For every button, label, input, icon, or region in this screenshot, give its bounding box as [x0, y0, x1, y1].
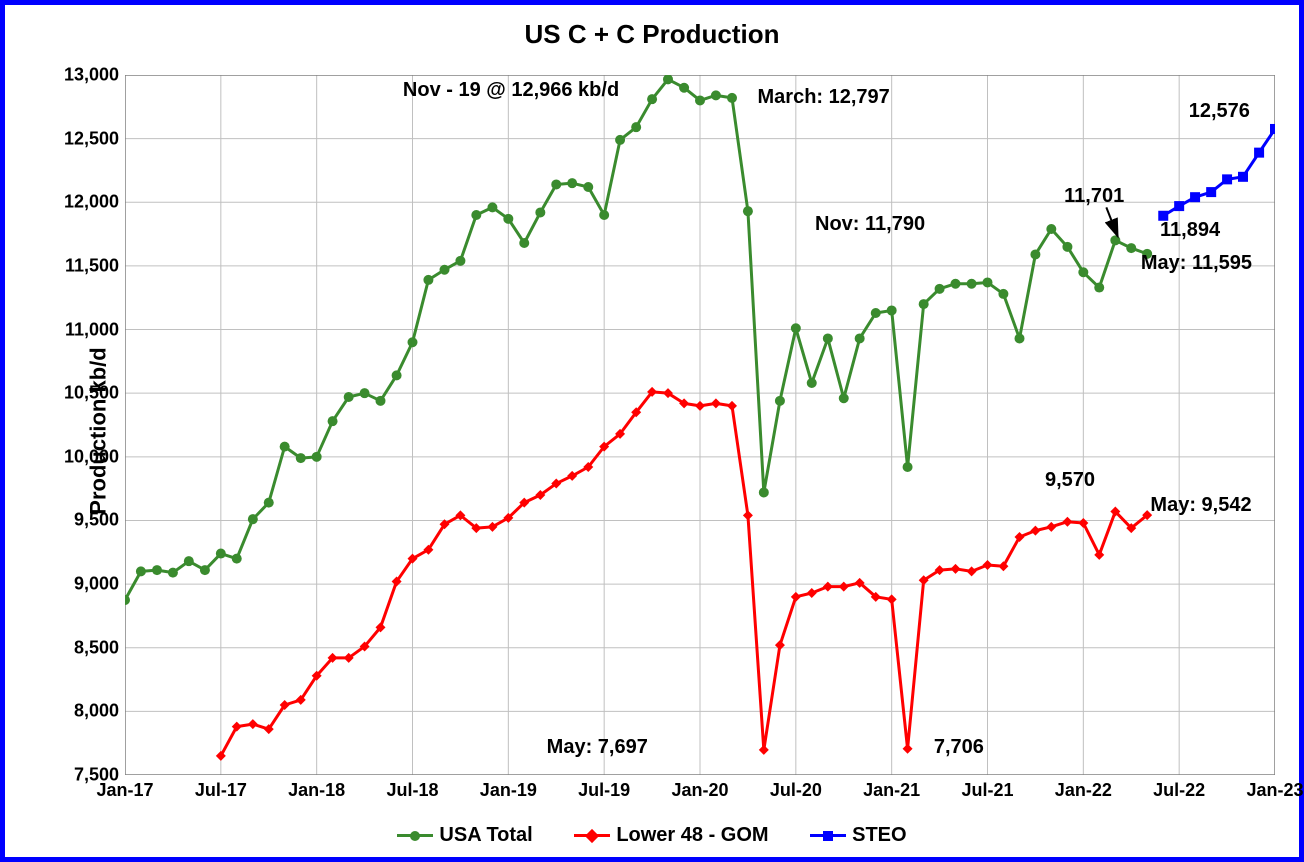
x-tick-label: Jan-20 [671, 780, 728, 801]
legend-swatch-blue [810, 834, 846, 837]
legend-item-steo: STEO [810, 824, 906, 847]
chart-svg [125, 75, 1275, 775]
y-tick-label: 10,500 [49, 383, 119, 404]
legend-label-steo: STEO [852, 824, 906, 847]
annotation-label: Nov: 11,790 [815, 213, 925, 236]
annotation-label: 9,570 [1045, 469, 1095, 492]
annotation-label: 11,701 [1064, 185, 1124, 208]
x-tick-label: Jan-23 [1246, 780, 1303, 801]
legend-label-lower48: Lower 48 - GOM [616, 824, 768, 847]
y-tick-label: 11,000 [49, 319, 119, 340]
y-tick-label: 10,000 [49, 446, 119, 467]
x-tick-label: Jul-20 [770, 780, 822, 801]
x-tick-label: Jul-22 [1153, 780, 1205, 801]
legend: USA Total Lower 48 - GOM STEO [5, 820, 1299, 847]
y-tick-label: 9,500 [49, 510, 119, 531]
x-tick-label: Jan-21 [863, 780, 920, 801]
annotation-label: 12,576 [1189, 100, 1250, 123]
x-tick-label: Jan-19 [480, 780, 537, 801]
y-tick-label: 12,500 [49, 128, 119, 149]
annotation-label: Nov - 19 @ 12,966 kb/d [403, 79, 619, 102]
annotation-label: 7,706 [934, 736, 984, 759]
y-axis-label: Production kb/d [86, 347, 112, 514]
y-tick-label: 11,500 [49, 255, 119, 276]
chart-frame: US C + C Production Production kb/d 7,50… [0, 0, 1304, 862]
annotation-label: 11,894 [1160, 219, 1220, 242]
legend-swatch-red [574, 834, 610, 837]
x-tick-label: Jan-22 [1055, 780, 1112, 801]
y-tick-label: 8,000 [49, 701, 119, 722]
plot-area [125, 75, 1275, 775]
annotation-label: March: 12,797 [758, 86, 890, 109]
y-tick-label: 12,000 [49, 192, 119, 213]
annotation-label: May: 9,542 [1150, 494, 1251, 517]
y-tick-label: 9,000 [49, 574, 119, 595]
x-tick-label: Jan-17 [96, 780, 153, 801]
legend-label-usa: USA Total [439, 824, 532, 847]
annotation-label: May: 11,595 [1141, 252, 1252, 275]
chart-title: US C + C Production [5, 19, 1299, 50]
y-tick-label: 13,000 [49, 65, 119, 86]
legend-swatch-green [397, 834, 433, 837]
x-tick-label: Jul-18 [386, 780, 438, 801]
legend-item-usa: USA Total [397, 824, 532, 847]
x-tick-label: Jul-17 [195, 780, 247, 801]
annotation-label: May: 7,697 [547, 736, 648, 759]
x-tick-label: Jul-21 [961, 780, 1013, 801]
x-tick-label: Jul-19 [578, 780, 630, 801]
x-tick-label: Jan-18 [288, 780, 345, 801]
legend-item-lower48: Lower 48 - GOM [574, 824, 768, 847]
y-tick-label: 8,500 [49, 637, 119, 658]
